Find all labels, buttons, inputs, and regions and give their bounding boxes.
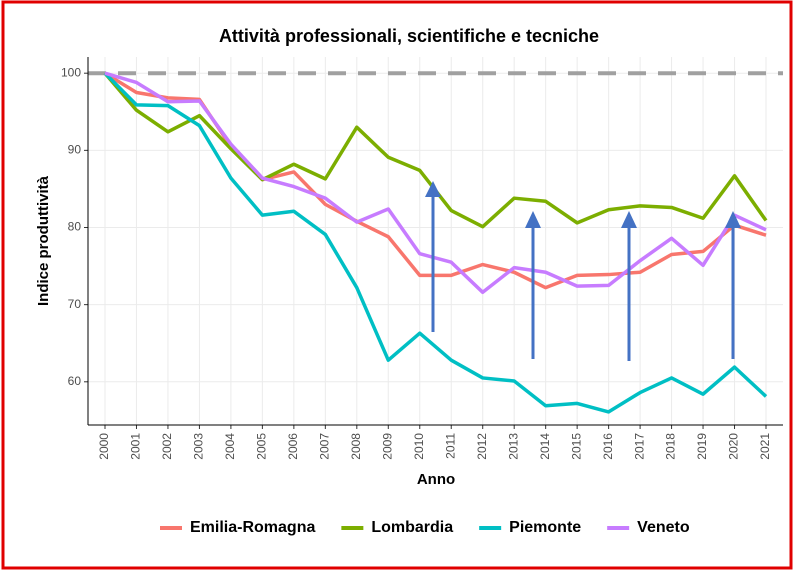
x-tick-label: 2006 [286,433,300,460]
grid [88,57,783,425]
arrow-head [525,211,541,228]
y-axis-label: Indice produttività [35,175,52,306]
x-tick-label: 2021 [758,433,772,460]
y-tick-label: 80 [68,220,82,234]
x-axis-label: Anno [417,471,455,488]
series-line [104,71,767,295]
chart-title: Attività professionali, scientifiche e t… [219,26,599,46]
x-tick-label: 2013 [506,433,520,460]
legend-label: Emilia-Romagna [190,519,315,536]
x-tick-label: 2012 [475,433,489,460]
x-tick-label: 2017 [632,433,646,460]
legend-label: Lombardia [371,519,453,536]
y-tick-label: 60 [68,374,82,388]
arrow-head [725,211,741,228]
x-tick-label: 2019 [695,433,709,460]
x-tick-label: 2020 [727,433,741,460]
series-line [103,71,768,414]
legend-label: Piemonte [509,519,581,536]
arrow-head [425,181,441,197]
x-tick-label: 2004 [223,433,237,460]
y-tick-label: 100 [61,65,81,79]
x-tick-label: 2007 [318,433,332,460]
x-tick-label: 2005 [255,433,269,460]
x-tick-label: 2003 [192,433,206,460]
x-tick-label: 2011 [443,433,457,459]
x-tick-label: 2016 [601,433,615,460]
x-tick-label: 2008 [349,433,363,460]
x-tick-label: 2018 [664,433,678,460]
x-tick-label: 2002 [160,433,174,460]
x-tick-label: 2010 [412,433,426,460]
x-tick-label: 2015 [569,433,583,460]
x-tick-label: 2014 [538,433,552,460]
legend: Emilia-Romagna Lombardia Piemonte Veneto [160,519,690,536]
x-tick-label: 2000 [97,433,111,460]
y-tick-label: 70 [68,297,82,311]
x-tick-label: 2001 [129,433,143,460]
lines [103,71,768,414]
axes: 60 70 80 90 100 2000 2001 2002 2003 2004 2005 2006 2… [61,57,783,460]
legend-label: Veneto [637,519,690,536]
x-tick-label: 2009 [380,433,394,460]
arrows [425,181,741,361]
arrow-head [621,211,637,228]
y-tick-label: 90 [68,143,82,157]
